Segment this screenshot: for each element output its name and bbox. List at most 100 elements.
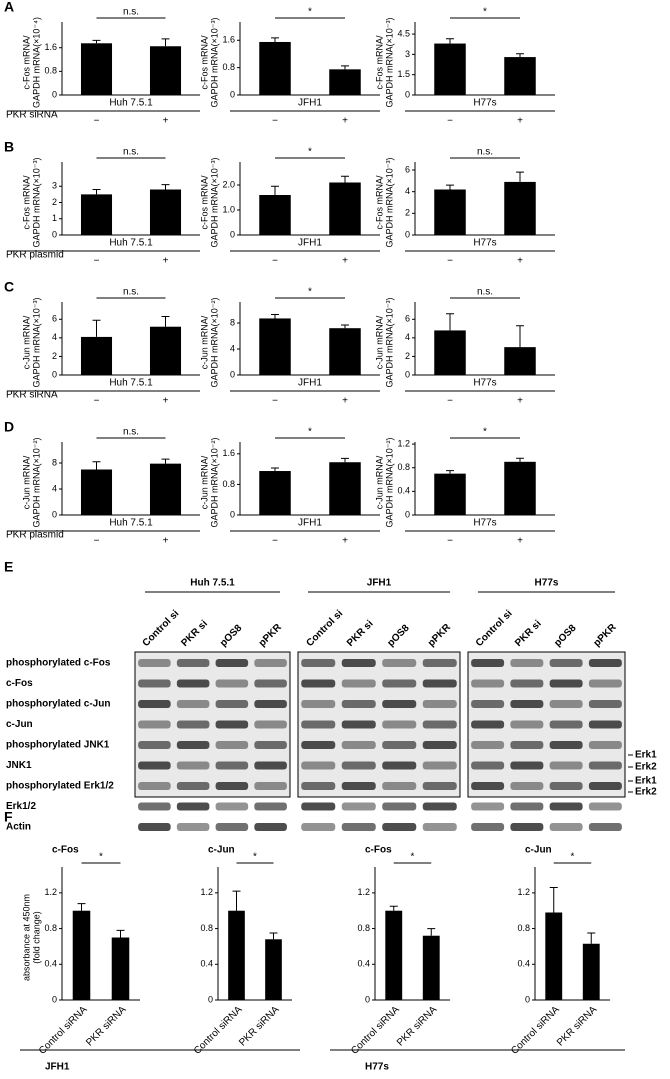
- bar: [385, 910, 403, 1000]
- error-bar: [516, 53, 524, 58]
- blot-row-label: Erk1/2: [6, 801, 36, 812]
- y-tick-label: 0: [405, 89, 410, 99]
- blot-band: [176, 782, 210, 790]
- blot-band: [176, 761, 210, 770]
- x-tick-label: −: [447, 396, 453, 407]
- significance-label: *: [308, 147, 312, 158]
- y-tick-label: 0.4: [517, 959, 530, 969]
- y-tick-label: 6: [405, 314, 410, 324]
- y-tick-label: 4: [405, 332, 410, 342]
- lane-label: pPKR: [592, 621, 620, 649]
- y-tick-label: 4.5: [397, 28, 410, 38]
- blot-band: [588, 823, 622, 831]
- y-axis-label-line: (fold change): [32, 911, 42, 964]
- bar: [504, 181, 536, 235]
- x-tick-label: −: [447, 536, 453, 547]
- bar: [80, 194, 113, 235]
- y-tick-label: 0: [52, 994, 57, 1004]
- y-tick-label: 0: [52, 369, 57, 379]
- error-bar: [271, 314, 279, 319]
- y-axis-label: c-Jun mRNA/GAPDH mRNA(×10⁻³): [375, 297, 395, 387]
- y-axis-label-line: c-Jun mRNA/: [200, 455, 210, 509]
- y-tick-label: 4: [405, 186, 410, 196]
- error-bar: [92, 39, 101, 44]
- bar: [259, 471, 291, 515]
- significance-label: n.s.: [123, 147, 139, 158]
- blot-band: [588, 700, 622, 708]
- blot-band: [215, 802, 249, 811]
- error-bar: [587, 932, 596, 944]
- panel-letter: B: [4, 139, 14, 155]
- blot-band: [254, 802, 287, 811]
- y-axis-label: c-Jun mRNA/GAPDH mRNA(×10⁻²): [200, 297, 220, 387]
- bar: [265, 939, 282, 1000]
- bar: [329, 69, 361, 95]
- group-label: H77s: [473, 378, 496, 389]
- y-tick-label: 0: [230, 89, 235, 99]
- y-tick-label: 2: [52, 351, 57, 361]
- blot-band: [382, 802, 417, 811]
- blot-band: [471, 802, 505, 811]
- y-axis-label-line: GAPDH mRNA(×10⁻³): [385, 157, 395, 247]
- group-label: H77s: [473, 98, 496, 109]
- significance-label: n.s.: [123, 7, 139, 18]
- y-tick-label: 0.8: [222, 479, 235, 489]
- panel-letter: D: [4, 419, 14, 435]
- blot-band: [549, 741, 583, 749]
- x-tick-label: +: [163, 256, 169, 267]
- bar: [72, 910, 91, 1000]
- blot-band: [510, 720, 544, 729]
- y-axis-label-line: c-Jun mRNA/: [375, 315, 385, 369]
- error-bar: [116, 929, 125, 938]
- blot-band: [138, 823, 171, 831]
- blot-band: [382, 720, 417, 729]
- group-label: H77s: [473, 518, 496, 529]
- blot-band: [138, 679, 171, 688]
- lane-label: pPKR: [257, 621, 285, 649]
- y-tick-label: 0: [230, 369, 235, 379]
- blot-band: [301, 700, 336, 708]
- error-bar: [161, 458, 170, 464]
- group-label: Huh 7.5.1: [109, 98, 153, 109]
- blot-band: [510, 659, 544, 667]
- lane-label: PKR si: [345, 618, 376, 649]
- y-tick-label: 4: [52, 332, 57, 342]
- y-tick-label: 0.4: [397, 486, 410, 496]
- bar: [504, 347, 536, 375]
- y-tick-label: 0.8: [44, 923, 57, 933]
- y-axis-label-line: GAPDH mRNA(×10⁻²): [385, 437, 395, 527]
- x-tick-label: PKR siRNA: [237, 1004, 282, 1049]
- blot-group-label: JFH1: [367, 578, 392, 589]
- bar: [329, 328, 361, 375]
- blot-band: [215, 700, 249, 708]
- y-axis-label-line: GAPDH mRNA(×10⁻³): [210, 17, 220, 107]
- significance-label: *: [308, 287, 312, 298]
- blot-band: [301, 823, 336, 831]
- y-axis-label-line: GAPDH mRNA(×10⁻³): [32, 297, 42, 387]
- blot-band: [422, 659, 457, 667]
- blot-band: [471, 659, 505, 667]
- bar: [149, 46, 182, 95]
- blot-band: [138, 802, 171, 811]
- blot-band: [341, 700, 376, 708]
- error-bar: [271, 467, 279, 472]
- x-tick-label: +: [342, 396, 348, 407]
- y-tick-label: 4: [230, 343, 235, 353]
- blot-right-label: Erk1: [635, 750, 657, 761]
- blot-band: [301, 659, 336, 667]
- blot-band: [254, 741, 287, 749]
- y-tick-label: 1.0: [222, 204, 235, 214]
- x-tick-label: −: [94, 116, 100, 127]
- blot-band: [422, 679, 457, 688]
- significance-label: *: [308, 427, 312, 438]
- blot-band: [215, 741, 249, 749]
- lane-label: pOS8: [552, 622, 579, 649]
- bar: [434, 189, 466, 235]
- blot-band: [422, 741, 457, 749]
- blot-band: [176, 823, 210, 831]
- blot-band: [138, 720, 171, 729]
- blot-band: [510, 741, 544, 749]
- error-bar: [92, 189, 101, 195]
- error-bar: [77, 903, 86, 911]
- blot-band: [254, 720, 287, 729]
